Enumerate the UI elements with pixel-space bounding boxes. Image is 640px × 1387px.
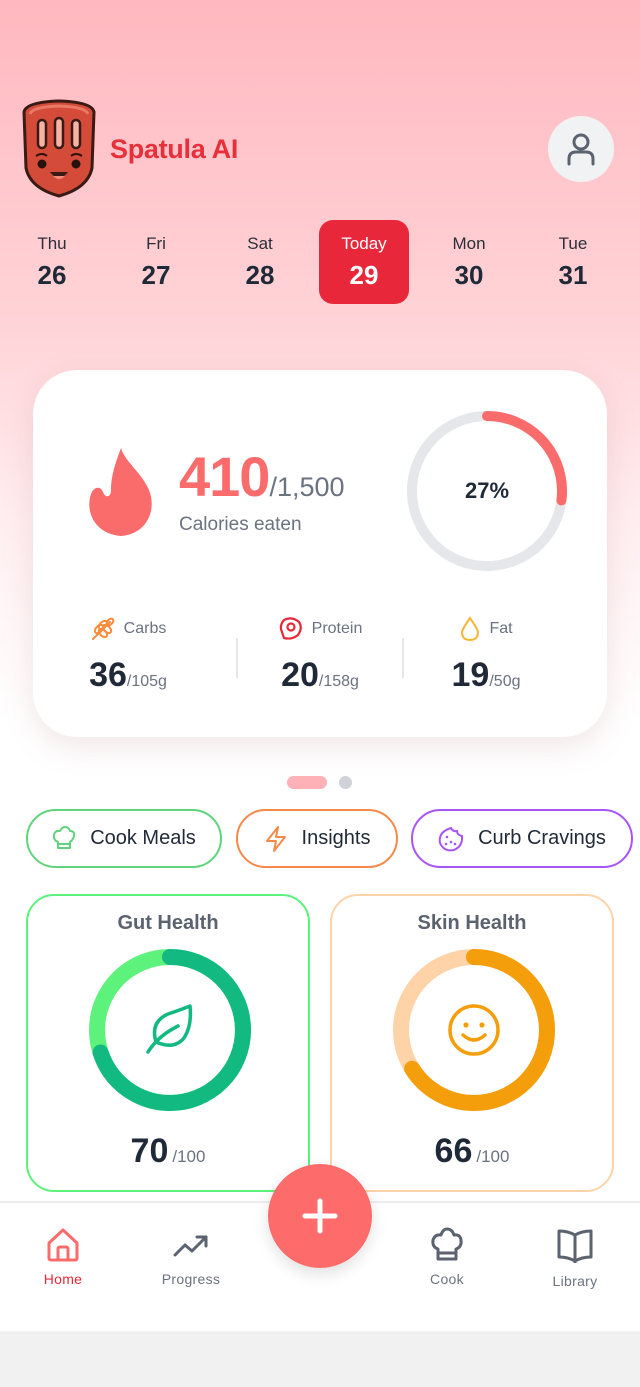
header: Spatula AI: [16, 97, 614, 201]
add-button[interactable]: [268, 1164, 372, 1268]
date-item-today[interactable]: Today 29: [319, 220, 409, 304]
quick-actions: Cook Meals Insights Curb Cravings: [0, 809, 640, 869]
pager-dot-active[interactable]: [287, 776, 327, 789]
date-dow: Today: [341, 234, 387, 253]
home-indicator-area: [0, 1331, 640, 1387]
plus-icon: [302, 1198, 338, 1234]
calories-label: Calories eaten: [179, 514, 302, 535]
card-title: Skin Health: [417, 912, 527, 934]
date-item-sat[interactable]: Sat 28: [215, 220, 305, 304]
date-num: 28: [245, 260, 275, 290]
macro-value: 20: [281, 656, 319, 694]
tab-label: Library: [552, 1273, 598, 1289]
spatula-mascot-logo: [22, 99, 96, 198]
calorie-progress-ring: [407, 411, 567, 571]
score-max: /100: [172, 1147, 206, 1166]
chip-label: Insights: [301, 827, 371, 849]
macro-name: Fat: [489, 620, 513, 637]
user-icon: [567, 133, 595, 166]
tab-cook[interactable]: Cook: [392, 1227, 502, 1287]
date-item-thu[interactable]: Thu 26: [7, 220, 97, 304]
lightning-icon: [265, 825, 286, 852]
leaf-icon: [146, 1004, 193, 1054]
tab-label: Cook: [430, 1271, 464, 1287]
pager-dot[interactable]: [339, 776, 352, 789]
date-item-mon[interactable]: Mon 30: [424, 220, 514, 304]
date-num: 30: [454, 260, 484, 290]
chip-label: Cook Meals: [90, 827, 196, 849]
date-dow: Mon: [452, 234, 486, 253]
insights-button[interactable]: Insights: [236, 809, 398, 868]
calorie-card[interactable]: 410/1,500 Calories eaten 27% Carbs: [33, 370, 607, 737]
date-num: 29: [349, 260, 379, 290]
macro-name: Carbs: [123, 620, 167, 637]
divider: [236, 638, 238, 678]
flame-icon: [89, 448, 152, 536]
date-num: 27: [141, 260, 171, 290]
chef-hat-icon: [53, 825, 76, 849]
smiley-icon: [448, 1004, 500, 1056]
calories-goal: /1,500: [269, 472, 345, 502]
macros-row: Carbs 36/105g Protein 20/158g Fat: [33, 616, 607, 706]
date-item-tue[interactable]: Tue 31: [528, 220, 618, 304]
skin-health-ring: [393, 949, 555, 1111]
tab-label: Progress: [161, 1271, 221, 1287]
gut-health-card[interactable]: Gut Health 70/100: [26, 894, 310, 1192]
skin-health-card[interactable]: Skin Health 66/100: [330, 894, 614, 1192]
macro-value: 36: [89, 656, 127, 694]
calories-eaten: 410: [179, 445, 270, 508]
tab-progress[interactable]: Progress: [136, 1227, 246, 1287]
macro-name: Protein: [311, 620, 363, 637]
score-value: 66: [434, 1132, 473, 1170]
date-dow: Tue: [558, 234, 588, 253]
cookie-icon: [438, 826, 464, 851]
center-icon-wrap: [390, 946, 558, 1114]
trend-up-icon: [173, 1235, 208, 1257]
date-dow: Sat: [247, 234, 273, 253]
macro-value: 19: [451, 656, 490, 694]
home-icon: [47, 1228, 79, 1262]
score-value: 70: [130, 1132, 169, 1170]
center-icon-wrap: [86, 946, 254, 1114]
score: 70/100: [28, 1132, 308, 1171]
date-dow: Thu: [37, 234, 67, 253]
calorie-percent: 27%: [464, 478, 510, 503]
macro-fat: Fat 19/50g: [401, 616, 571, 695]
score-max: /100: [476, 1147, 510, 1166]
chip-label: Curb Cravings: [478, 827, 606, 849]
wheat-icon: [91, 617, 114, 640]
macro-carbs: Carbs 36/105g: [43, 616, 213, 695]
curb-cravings-button[interactable]: Curb Cravings: [411, 809, 633, 868]
cook-meals-button[interactable]: Cook Meals: [26, 809, 222, 868]
score: 66/100: [332, 1132, 612, 1171]
date-strip: Thu 26 Fri 27 Sat 28 Today 29 Mon 30 Tue…: [0, 220, 640, 304]
date-num: 31: [558, 260, 588, 290]
macro-goal: /158g: [318, 673, 359, 690]
macro-goal: /105g: [126, 673, 167, 690]
tab-label: Home: [43, 1271, 83, 1287]
chef-hat-icon: [431, 1227, 463, 1261]
tab-library[interactable]: Library: [520, 1227, 630, 1289]
tab-home[interactable]: Home: [8, 1227, 118, 1287]
macro-goal: /50g: [489, 673, 521, 690]
meat-icon: [279, 617, 302, 640]
calories-value: 410/1,500: [179, 444, 345, 509]
date-dow: Fri: [146, 234, 166, 253]
divider: [402, 638, 404, 678]
card-title: Gut Health: [117, 912, 219, 934]
carousel-pager: [287, 776, 352, 789]
app-name: Spatula AI: [110, 133, 239, 164]
gut-health-ring: [89, 949, 251, 1111]
droplet-icon: [461, 616, 480, 642]
profile-button[interactable]: [548, 116, 614, 182]
date-item-fri[interactable]: Fri 27: [111, 220, 201, 304]
date-num: 26: [37, 260, 67, 290]
book-icon: [557, 1229, 593, 1263]
macro-protein: Protein 20/158g: [235, 616, 405, 695]
